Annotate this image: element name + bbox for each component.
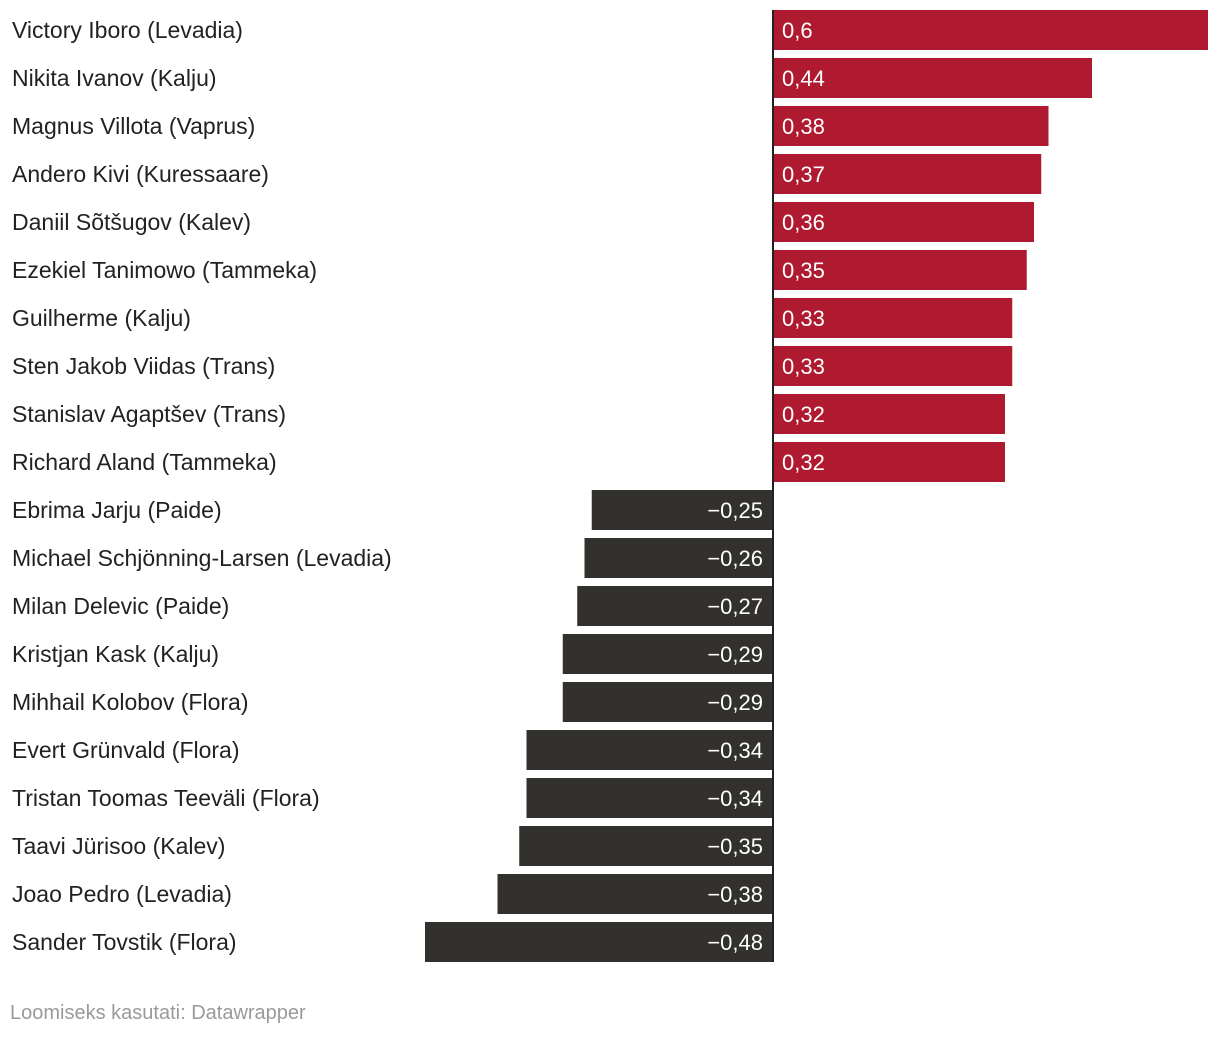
chart-row: Richard Aland (Tammeka) 0,32 — [12, 442, 1005, 482]
bar — [773, 298, 1013, 338]
category-label: Sander Tovstik (Flora) — [12, 929, 237, 955]
bar — [773, 442, 1005, 482]
value-label: −0,35 — [707, 834, 763, 859]
category-label: Sten Jakob Viidas (Trans) — [12, 353, 275, 379]
chart-row: Taavi Jürisoo (Kalev) −0,35 — [12, 826, 773, 866]
value-label: 0,32 — [782, 402, 825, 427]
bar — [584, 538, 773, 578]
chart-row: Ebrima Jarju (Paide) −0,25 — [12, 490, 773, 530]
value-label: −0,29 — [707, 690, 763, 715]
value-label: 0,32 — [782, 450, 825, 475]
category-label: Milan Delevic (Paide) — [12, 593, 229, 619]
chart-row: Michael Schjönning-Larsen (Levadia) −0,26 — [12, 538, 773, 578]
chart-row: Magnus Villota (Vaprus) 0,38 — [12, 106, 1049, 146]
bar — [526, 778, 773, 818]
category-label: Taavi Jürisoo (Kalev) — [12, 833, 225, 859]
value-label: −0,34 — [707, 786, 763, 811]
chart-row: Guilherme (Kalju) 0,33 — [12, 298, 1013, 338]
chart-row: Evert Grünvald (Flora) −0,34 — [12, 730, 773, 770]
value-label: −0,25 — [707, 498, 763, 523]
value-label: 0,38 — [782, 114, 825, 139]
category-label: Magnus Villota (Vaprus) — [12, 113, 255, 139]
chart-row: Stanislav Agaptšev (Trans) 0,32 — [12, 394, 1005, 434]
chart-row: Tristan Toomas Teeväli (Flora) −0,34 — [12, 778, 773, 818]
value-label: 0,35 — [782, 258, 825, 283]
bar — [526, 730, 773, 770]
value-label: −0,48 — [707, 930, 763, 955]
value-label: 0,6 — [782, 18, 813, 43]
chart-row: Sten Jakob Viidas (Trans) 0,33 — [12, 346, 1013, 386]
value-label: 0,36 — [782, 210, 825, 235]
chart-row: Ezekiel Tanimowo (Tammeka) 0,35 — [12, 250, 1027, 290]
chart-row: Kristjan Kask (Kalju) −0,29 — [12, 634, 773, 674]
value-label: 0,33 — [782, 354, 825, 379]
category-label: Daniil Sõtšugov (Kalev) — [12, 209, 251, 235]
chart-row: Milan Delevic (Paide) −0,27 — [12, 586, 773, 626]
bar — [773, 346, 1013, 386]
category-label: Nikita Ivanov (Kalju) — [12, 65, 217, 91]
category-label: Tristan Toomas Teeväli (Flora) — [12, 785, 320, 811]
bar — [773, 202, 1034, 242]
bar-chart: Victory Iboro (Levadia) 0,6 Nikita Ivanov … — [12, 10, 1208, 962]
chart-rows: Victory Iboro (Levadia) 0,6 Nikita Ivanov … — [12, 10, 1208, 962]
bar — [577, 586, 773, 626]
chart-row: Nikita Ivanov (Kalju) 0,44 — [12, 58, 1092, 98]
value-label: −0,26 — [707, 546, 763, 571]
footer-credit: Loomiseks kasutati: Datawrapper — [10, 1002, 306, 1024]
bar — [562, 634, 773, 674]
bar — [497, 874, 773, 914]
category-label: Ebrima Jarju (Paide) — [12, 497, 222, 523]
category-label: Andero Kivi (Kuressaare) — [12, 161, 269, 187]
bar — [519, 826, 773, 866]
category-label: Guilherme (Kalju) — [12, 305, 191, 331]
category-label: Victory Iboro (Levadia) — [12, 17, 243, 43]
value-label: −0,29 — [707, 642, 763, 667]
category-label: Richard Aland (Tammeka) — [12, 449, 277, 475]
bar — [773, 58, 1092, 98]
value-label: 0,33 — [782, 306, 825, 331]
chart-row: Joao Pedro (Levadia) −0,38 — [12, 874, 773, 914]
category-label: Kristjan Kask (Kalju) — [12, 641, 219, 667]
value-label: −0,34 — [707, 738, 763, 763]
category-label: Stanislav Agaptšev (Trans) — [12, 401, 286, 427]
category-label: Michael Schjönning-Larsen (Levadia) — [12, 545, 392, 571]
value-label: −0,27 — [707, 594, 763, 619]
category-label: Joao Pedro (Levadia) — [12, 881, 232, 907]
bar — [562, 682, 773, 722]
category-label: Ezekiel Tanimowo (Tammeka) — [12, 257, 317, 283]
chart-row: Daniil Sõtšugov (Kalev) 0,36 — [12, 202, 1034, 242]
category-label: Mihhail Kolobov (Flora) — [12, 689, 248, 715]
value-label: 0,44 — [782, 66, 825, 91]
chart-row: Victory Iboro (Levadia) 0,6 — [12, 10, 1208, 50]
chart-row: Sander Tovstik (Flora) −0,48 — [12, 922, 773, 962]
value-label: 0,37 — [782, 162, 825, 187]
chart-row: Andero Kivi (Kuressaare) 0,37 — [12, 154, 1042, 194]
category-label: Evert Grünvald (Flora) — [12, 737, 240, 763]
chart-row: Mihhail Kolobov (Flora) −0,29 — [12, 682, 773, 722]
bar — [591, 490, 773, 530]
bar — [773, 10, 1208, 50]
bar — [425, 922, 773, 962]
bar — [773, 250, 1027, 290]
bar — [773, 394, 1005, 434]
bar — [773, 106, 1049, 146]
bar — [773, 154, 1042, 194]
value-label: −0,38 — [707, 882, 763, 907]
